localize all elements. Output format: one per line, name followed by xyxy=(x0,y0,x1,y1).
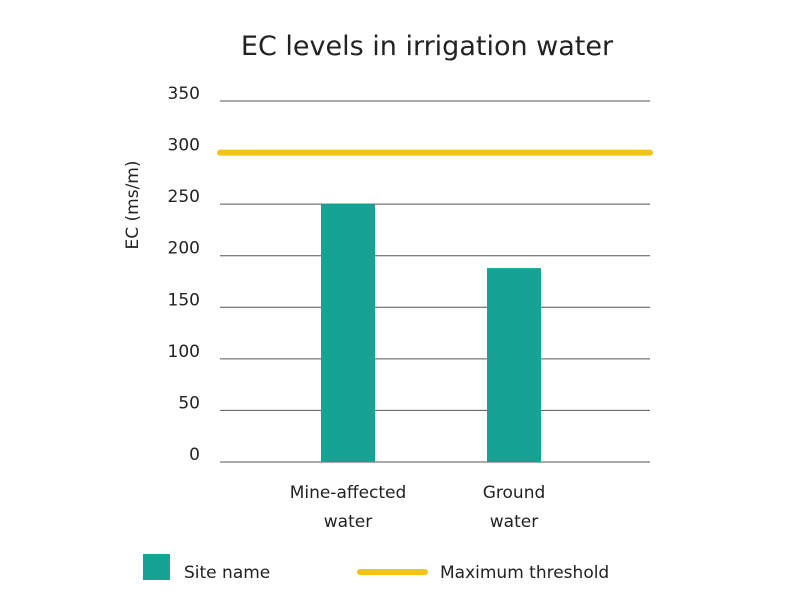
legend-site-label: Site name xyxy=(184,563,270,583)
x-category-label-0-line-0: Mine-affected xyxy=(290,483,407,503)
y-tick-label-0: 0 xyxy=(189,445,200,465)
y-tick-labels: 0 50 100 150 200 250 300 350 xyxy=(168,84,200,465)
y-tick-label-100: 100 xyxy=(168,342,200,362)
x-category-label-1-line-0: Ground xyxy=(483,483,546,503)
x-category-label-0-line-1: water xyxy=(324,512,372,532)
x-category-label-1-line-1: water xyxy=(490,512,538,532)
y-axis-label: EC (ms/m) xyxy=(123,161,143,250)
legend-threshold-label: Maximum threshold xyxy=(440,563,609,583)
legend-site-swatch xyxy=(143,554,170,580)
y-tick-label-150: 150 xyxy=(168,290,200,310)
legend: Site name Maximum threshold xyxy=(143,554,609,583)
y-tick-label-50: 50 xyxy=(178,393,200,413)
chart-title: EC levels in irrigation water xyxy=(241,31,614,62)
y-tick-label-250: 250 xyxy=(168,187,200,207)
y-tick-label-300: 300 xyxy=(168,136,200,156)
bar-0 xyxy=(321,204,375,462)
y-tick-label-200: 200 xyxy=(168,239,200,259)
x-category-labels: Mine-affected water Ground water xyxy=(290,483,546,532)
bars xyxy=(321,204,541,462)
y-tick-label-350: 350 xyxy=(168,84,200,104)
bar-1 xyxy=(487,268,541,462)
